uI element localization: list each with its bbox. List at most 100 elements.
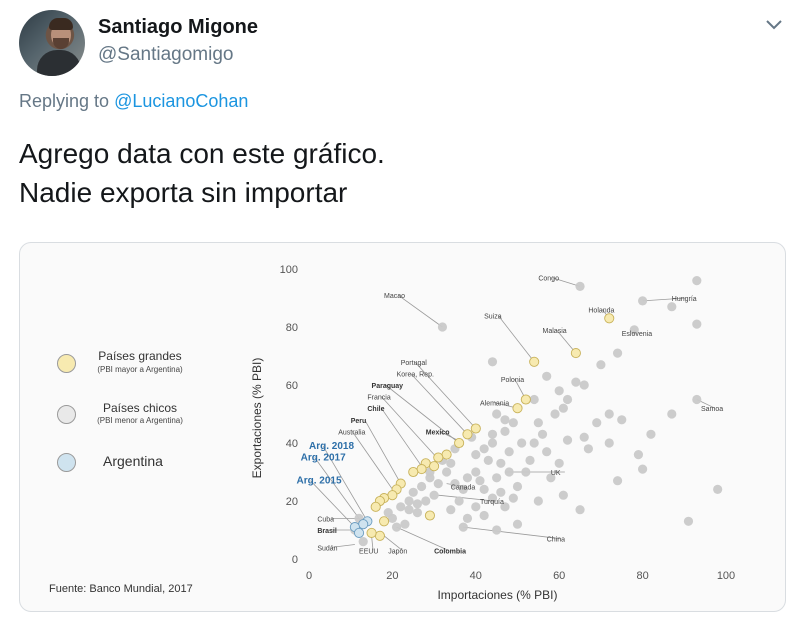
point-large-country	[374, 530, 385, 541]
annotation-label: Arg. 2015	[296, 476, 341, 487]
point-small-country	[487, 493, 498, 503]
point-small-country	[579, 432, 589, 442]
point-small-country	[533, 418, 543, 428]
chevron-down-icon[interactable]	[763, 16, 785, 34]
point-small-country	[558, 403, 568, 413]
reply-to-link[interactable]: @LucianoCohan	[114, 91, 249, 111]
point-small-country	[646, 429, 656, 439]
legend-small-title: Países chicos	[102, 401, 178, 415]
avatar-hair	[49, 18, 73, 30]
annotation-label: Eslovenia	[622, 331, 652, 338]
point-small-country	[542, 371, 552, 381]
point-small-country	[562, 394, 573, 405]
x-tick-label: 40	[470, 570, 482, 582]
chart-card[interactable]: 0 20 40 60 80 100 0 20 40 60 80 100 Importaciones (%…	[19, 242, 786, 612]
point-argentina	[358, 519, 369, 530]
annotation-label: Sudán	[317, 545, 337, 552]
point-small-country	[562, 435, 573, 445]
point-small-country	[391, 522, 402, 532]
point-small-country	[558, 490, 568, 500]
point-large-country	[416, 464, 427, 475]
annotation-label: Colombia	[434, 548, 466, 555]
point-small-country	[612, 476, 623, 486]
annotation-leader-line	[642, 297, 686, 302]
point-small-country	[462, 513, 473, 523]
point-small-country	[400, 519, 410, 529]
point-small-country	[383, 508, 393, 518]
point-small-country	[487, 357, 498, 367]
x-tick-label: 80	[636, 570, 648, 582]
annotation-leader-line	[381, 396, 435, 455]
x-tick-label: 20	[386, 570, 398, 582]
point-small-country	[450, 479, 460, 489]
point-small-country	[638, 296, 648, 306]
annotation-label: Cuba	[317, 516, 334, 523]
scatter-chart: 0 20 40 60 80 100 0 20 40 60 80 100 Importaciones (%…	[250, 264, 735, 602]
avatar-beard	[53, 38, 69, 49]
y-axis-label: Exportaciones (% PBI)	[250, 358, 264, 479]
annotation-label: Peru	[351, 418, 367, 425]
author-handle[interactable]: @Santiagomigo	[98, 44, 234, 65]
annotation-leader-line	[331, 544, 355, 548]
point-small-country	[446, 505, 456, 515]
point-small-country	[525, 455, 535, 465]
legend-large-sub: (PBI mayor a Argentina)	[97, 365, 183, 374]
point-large-country	[604, 313, 615, 324]
annotation-label: Paraguay	[372, 383, 404, 390]
legend-large-swatch	[57, 354, 76, 373]
point-small-country	[421, 496, 431, 506]
point-small-country	[512, 519, 523, 529]
point-small-country	[487, 429, 498, 439]
author-name[interactable]: Santiago Migone	[98, 16, 258, 38]
annotation-label: Brasil	[317, 528, 337, 535]
point-small-country	[442, 467, 452, 477]
point-small-country	[629, 325, 639, 335]
point-small-country	[471, 467, 481, 477]
annotation-label: Samoa	[701, 406, 723, 413]
point-small-country	[500, 502, 510, 512]
point-small-country	[692, 319, 702, 329]
annotation-label: Polonia	[501, 377, 524, 384]
annotation-leader-line	[463, 526, 561, 540]
point-small-country	[404, 496, 414, 506]
point-argentina	[353, 527, 365, 538]
point-small-country	[592, 418, 602, 428]
x-tick-label: 0	[306, 570, 312, 582]
point-small-country	[512, 481, 523, 492]
point-small-country	[550, 409, 560, 419]
point-small-country	[416, 481, 427, 492]
point-large-country	[379, 516, 390, 527]
point-small-country	[487, 438, 498, 448]
annotation-label: Suiza	[484, 313, 502, 320]
annotation-leader-line	[351, 431, 397, 496]
annotation-label: Korea, Rep.	[397, 371, 434, 378]
point-small-country	[492, 525, 502, 535]
point-small-country	[529, 438, 539, 448]
point-small-country	[529, 394, 539, 405]
annotation-leader-line	[381, 407, 422, 467]
point-small-country	[667, 409, 677, 419]
legend-small-swatch	[57, 405, 76, 424]
point-large-country	[441, 449, 452, 460]
legend-argentina-label: Argentina	[103, 453, 163, 469]
annotation-label: China	[547, 537, 565, 544]
annotation-label: Japón	[388, 548, 407, 555]
y-tick-label: 80	[286, 322, 298, 334]
avatar[interactable]	[19, 10, 85, 76]
point-small-country	[667, 302, 677, 312]
point-small-country	[454, 496, 464, 506]
point-small-country	[446, 458, 456, 468]
point-small-country	[433, 479, 443, 489]
point-small-country	[579, 380, 589, 390]
point-large-country	[512, 403, 523, 414]
point-large-country	[570, 348, 581, 359]
annotation-label: Francia	[367, 395, 390, 402]
point-small-country	[533, 496, 543, 506]
annotation-label: Mexico	[426, 429, 450, 436]
point-small-country	[500, 426, 510, 436]
x-tick-label: 60	[553, 570, 565, 582]
point-small-country	[500, 415, 510, 425]
point-large-country	[433, 452, 444, 463]
annotation-label: Malasia	[543, 328, 567, 335]
point-large-country	[529, 356, 540, 367]
